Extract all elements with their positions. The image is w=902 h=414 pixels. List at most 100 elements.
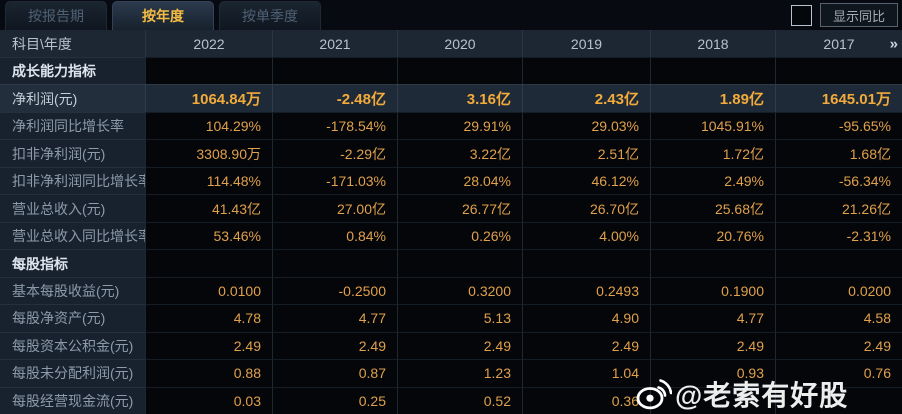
row-label: 营业总收入同比增长率: [0, 221, 145, 250]
value-cell: 0.25: [272, 386, 397, 414]
value-cell: 25.68亿: [650, 194, 775, 222]
value-cell: 0.0200: [775, 276, 902, 305]
year-header-2018: 2018: [650, 30, 775, 57]
row-label: 净利润同比增长率: [0, 111, 145, 140]
value-cell: [775, 249, 902, 277]
value-cell: 1045.91%: [650, 111, 775, 140]
table-row: 每股净资产(元) 4.78 4.77 5.13 4.90 4.77 4.58: [0, 304, 902, 332]
table-body: 成长能力指标 净利润(元) 1064.84万 -2.48亿 3.16亿 2.43亿 1.89…: [0, 57, 902, 414]
row-label: 每股净资产(元): [0, 304, 145, 332]
row-label: 扣非净利润同比增长率: [0, 166, 145, 195]
value-cell: [775, 57, 902, 85]
show-yoy-button[interactable]: 显示同比: [819, 3, 898, 27]
table-row: 营业总收入(元) 41.43亿 27.00亿 26.77亿 26.70亿 25.68亿 21…: [0, 194, 902, 222]
table-row: 每股未分配利润(元) 0.88 0.87 1.23 1.04 0.93 0.76: [0, 359, 902, 387]
value-cell: [650, 249, 775, 277]
value-cell: 2.49: [522, 331, 650, 360]
row-label: 基本每股收益(元): [0, 276, 145, 305]
value-cell: 0.0100: [145, 276, 272, 305]
table-row: 扣非净利润(元) 3308.90万 -2.29亿 3.22亿 2.51亿 1.72亿 1.6…: [0, 139, 902, 167]
value-cell: 0.3200: [397, 276, 522, 305]
value-cell: [522, 57, 650, 85]
value-cell: 1.89亿: [650, 84, 775, 112]
value-cell: 1.72亿: [650, 139, 775, 167]
value-cell: [145, 249, 272, 277]
table-row: 净利润同比增长率 104.29% -178.54% 29.91% 29.03% 1045.…: [0, 111, 902, 140]
year-header-2019: 2019: [522, 30, 650, 57]
value-cell: 0.93: [650, 359, 775, 387]
value-cell: 3.16亿: [397, 84, 522, 112]
value-cell: [145, 57, 272, 85]
value-cell: 4.58: [775, 304, 902, 332]
value-cell: [397, 249, 522, 277]
value-cell: 4.78: [145, 304, 272, 332]
table-row: 基本每股收益(元) 0.0100 -0.2500 0.3200 0.2493 0.1900…: [0, 276, 902, 305]
value-cell: 2.51亿: [522, 139, 650, 167]
value-cell: -178.54%: [272, 111, 397, 140]
value-cell: 0.87: [272, 359, 397, 387]
value-cell: [650, 386, 775, 414]
value-cell: 46.12%: [522, 166, 650, 195]
value-cell: 114.48%: [145, 166, 272, 195]
row-label: 营业总收入(元): [0, 194, 145, 222]
value-cell: 2.49: [272, 331, 397, 360]
row-label: 扣非净利润(元): [0, 139, 145, 167]
value-cell: -171.03%: [272, 166, 397, 195]
value-cell: 21.26亿: [775, 194, 902, 222]
value-cell: 26.70亿: [522, 194, 650, 222]
value-cell: 4.90: [522, 304, 650, 332]
row-label: 每股经营现金流(元): [0, 386, 145, 414]
value-cell: 29.03%: [522, 111, 650, 140]
show-yoy-checkbox[interactable]: [790, 4, 812, 26]
table-row: 净利润(元) 1064.84万 -2.48亿 3.16亿 2.43亿 1.89亿 1645.…: [0, 84, 902, 112]
value-cell: 2.49: [775, 331, 902, 360]
value-cell: 41.43亿: [145, 194, 272, 222]
value-cell: 4.00%: [522, 221, 650, 250]
section-row: 每股指标: [0, 249, 902, 277]
value-cell: 20.76%: [650, 221, 775, 250]
row-label: 每股指标: [0, 249, 145, 277]
value-cell: 0.36: [522, 386, 650, 414]
value-cell: 1064.84万: [145, 84, 272, 112]
value-cell: 0.26%: [397, 221, 522, 250]
tab-by-report-period[interactable]: 按报告期: [5, 1, 107, 30]
year-header-2017-label: 2017: [823, 35, 855, 52]
year-header-2021: 2021: [272, 30, 397, 57]
value-cell: 5.13: [397, 304, 522, 332]
table-row: 扣非净利润同比增长率 114.48% -171.03% 28.04% 46.12% 2.4…: [0, 166, 902, 195]
value-cell: -56.34%: [775, 166, 902, 195]
value-cell: 3308.90万: [145, 139, 272, 167]
year-header-2022: 2022: [145, 30, 272, 57]
value-cell: 2.43亿: [522, 84, 650, 112]
year-header-2017: 2017 »: [775, 30, 902, 57]
value-cell: 104.29%: [145, 111, 272, 140]
value-cell: 4.77: [650, 304, 775, 332]
value-cell: -2.31%: [775, 221, 902, 250]
row-label: 每股资本公积金(元): [0, 331, 145, 360]
value-cell: 3.22亿: [397, 139, 522, 167]
value-cell: 0.03: [145, 386, 272, 414]
value-cell: 53.46%: [145, 221, 272, 250]
value-cell: 0.84%: [272, 221, 397, 250]
value-cell: 27.00亿: [272, 194, 397, 222]
corner-header: 科目\年度: [12, 35, 72, 52]
table-row: 营业总收入同比增长率 53.46% 0.84% 0.26% 4.00% 20.76% -2.…: [0, 221, 902, 250]
value-cell: 29.91%: [397, 111, 522, 140]
table-row: 每股经营现金流(元) 0.03 0.25 0.52 0.36: [0, 386, 902, 414]
value-cell: 28.04%: [397, 166, 522, 195]
tab-by-single-quarter[interactable]: 按单季度: [219, 1, 321, 30]
value-cell: 1.23: [397, 359, 522, 387]
value-cell: 1.04: [522, 359, 650, 387]
value-cell: -2.29亿: [272, 139, 397, 167]
section-row: 成长能力指标: [0, 57, 902, 85]
more-years-chevron-icon[interactable]: »: [889, 35, 898, 52]
value-cell: 0.88: [145, 359, 272, 387]
value-cell: [272, 57, 397, 85]
tab-by-year[interactable]: 按年度: [112, 1, 214, 30]
row-label: 每股未分配利润(元): [0, 359, 145, 387]
year-header-2020: 2020: [397, 30, 522, 57]
value-cell: 2.49: [145, 331, 272, 360]
value-cell: 2.49%: [650, 166, 775, 195]
value-cell: 26.77亿: [397, 194, 522, 222]
value-cell: [775, 386, 902, 414]
